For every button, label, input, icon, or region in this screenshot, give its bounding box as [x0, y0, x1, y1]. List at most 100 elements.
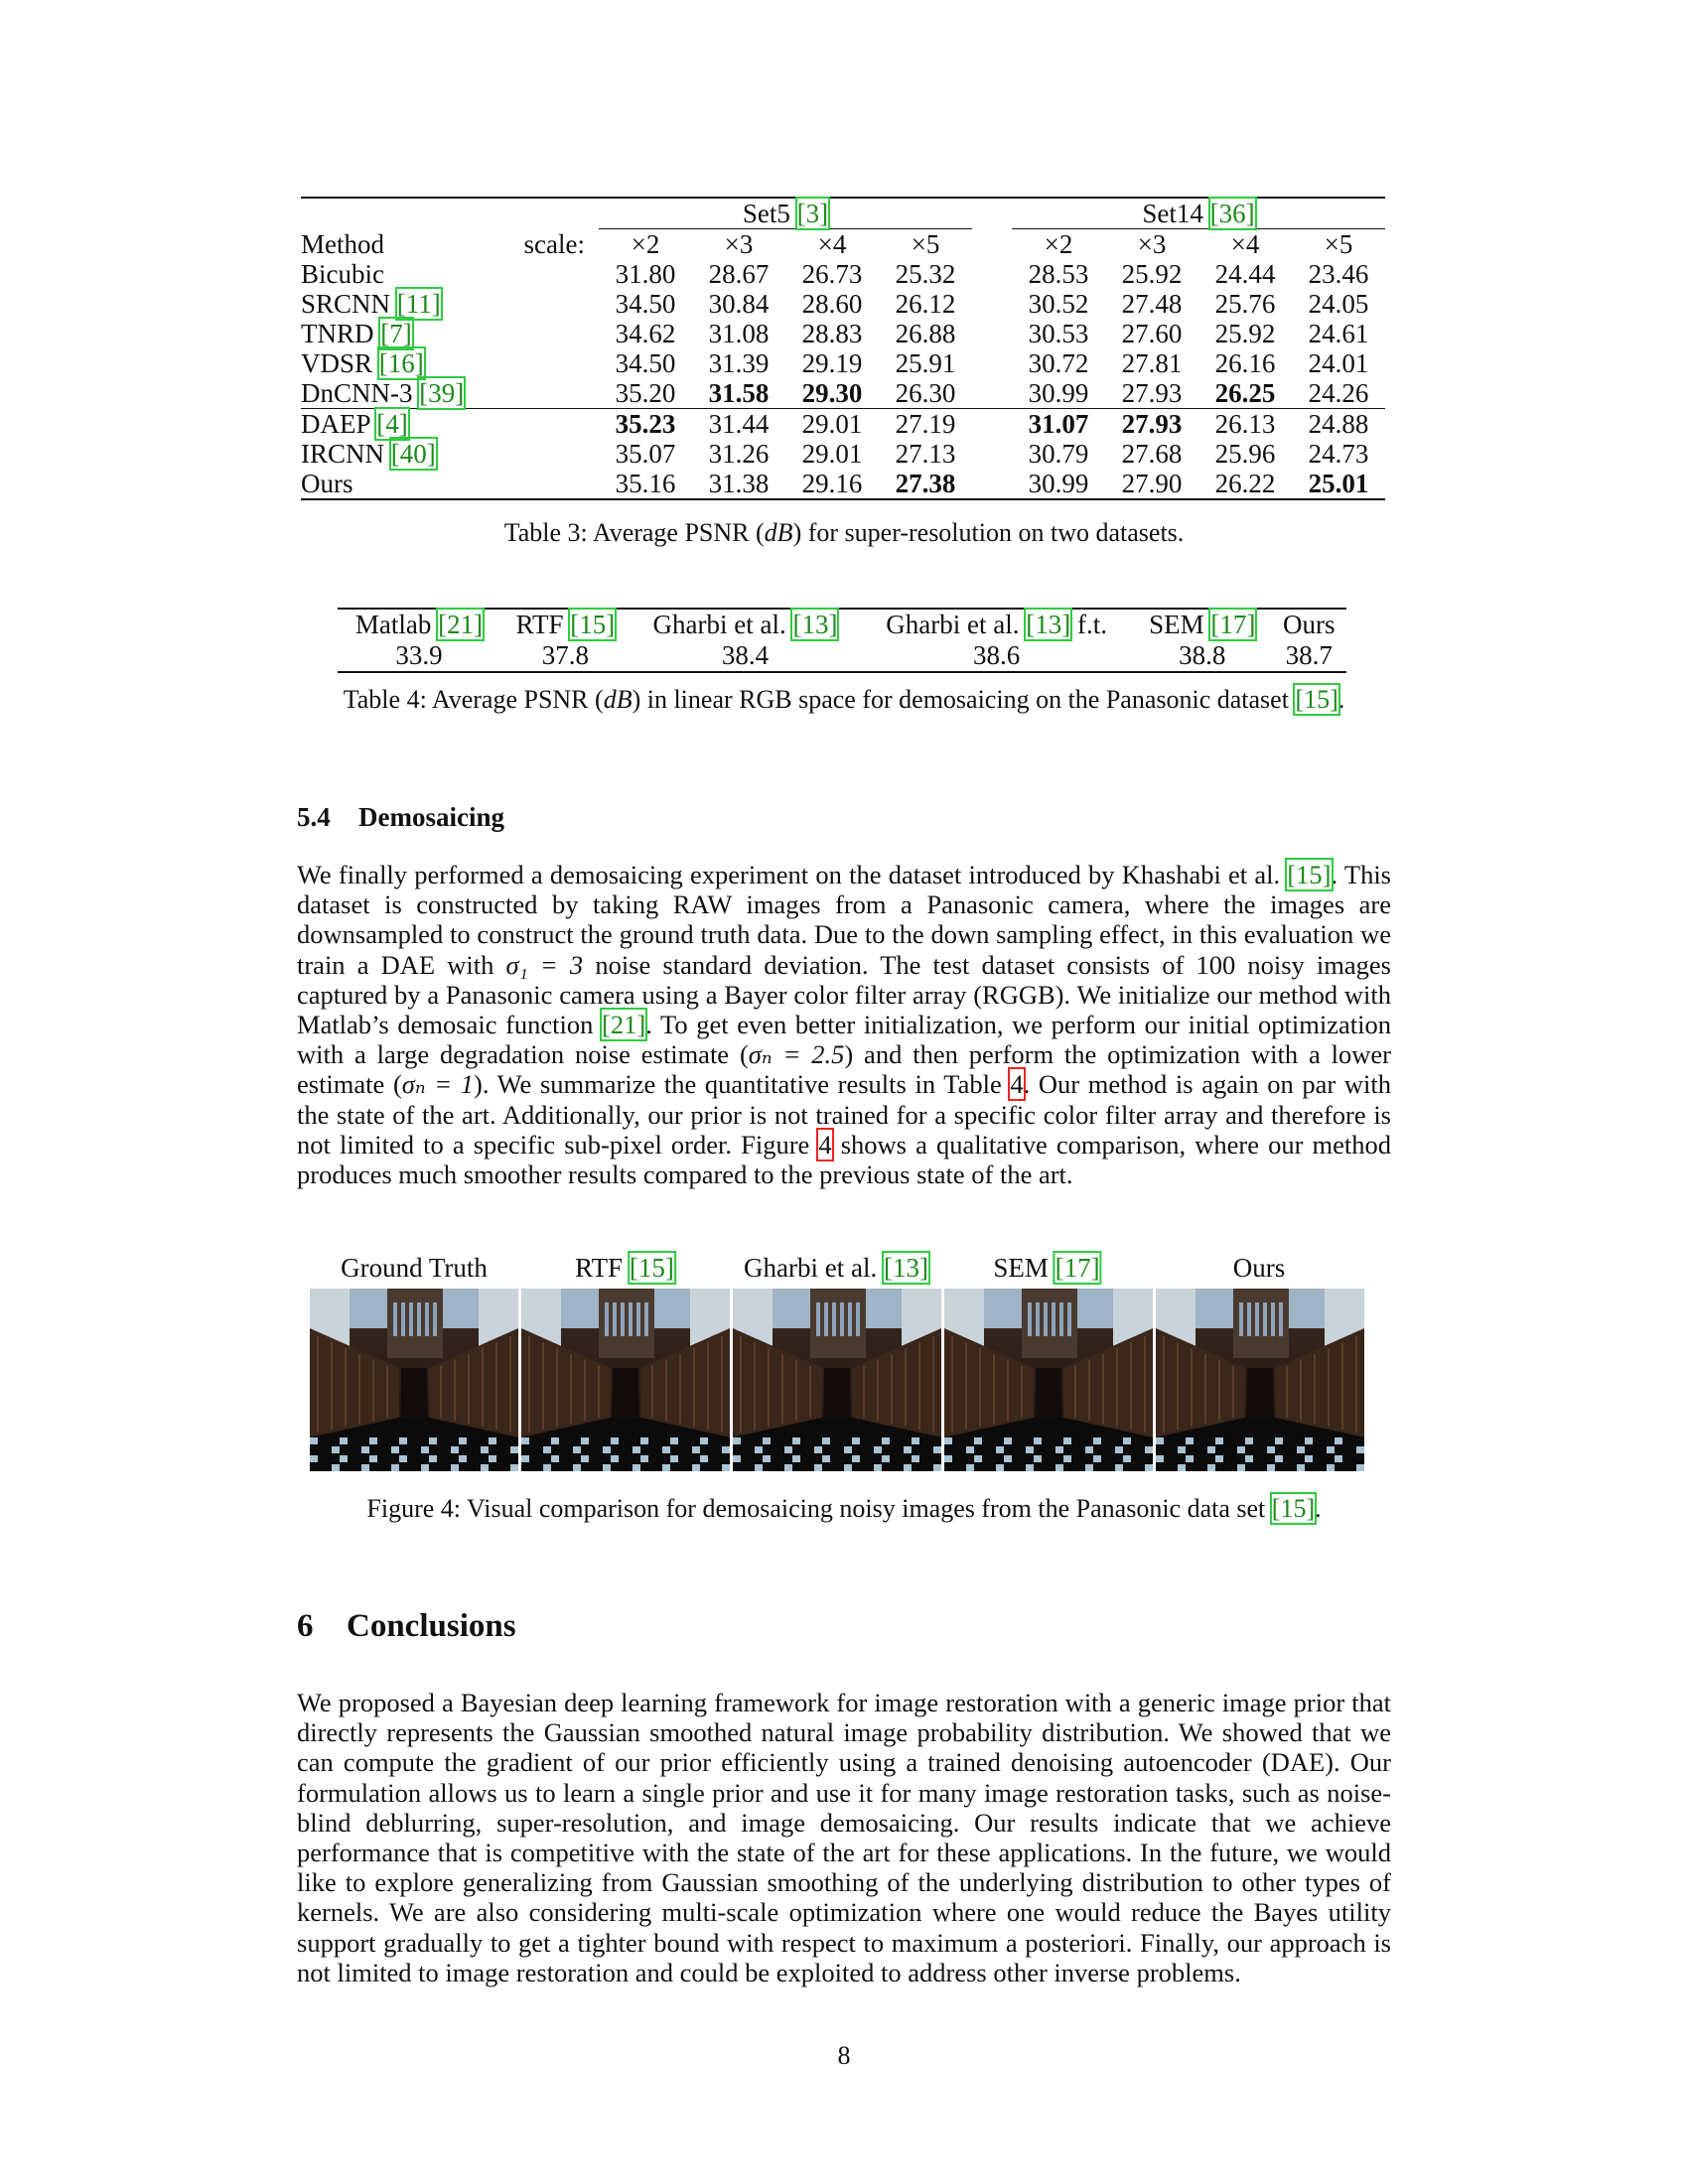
psnr-cell: 34.50: [599, 289, 692, 319]
table3-gap: [972, 469, 1012, 500]
caption-text: ) for super-resolution on two datasets.: [792, 518, 1185, 547]
figure4-caption-cite[interactable]: [15]: [1269, 1492, 1318, 1525]
section-6-heading: 6 Conclusions: [297, 1608, 516, 1645]
value: 24.05: [1308, 289, 1369, 319]
value: 25.92: [1121, 259, 1183, 289]
column-cite[interactable]: [21]: [436, 608, 486, 641]
set5-cite[interactable]: [3]: [794, 197, 831, 230]
column-cite[interactable]: [15]: [568, 608, 618, 641]
method-cite[interactable]: [4]: [374, 407, 410, 441]
best-value: 25.01: [1308, 469, 1369, 498]
table-row: VDSR [16] 34.50 31.39 29.19 25.91 30.72 27.81 2…: [301, 346, 1385, 380]
figure4-caption-pre: Figure 4: Visual comparison for demosaic…: [366, 1494, 1272, 1523]
figure4-label-name: Gharbi et al.: [744, 1253, 878, 1283]
section-title: Demosaicing: [358, 802, 504, 832]
demosaic-result-image: [310, 1289, 518, 1471]
table-4: Matlab [21] RTF [15] Gharbi et al. [13] Gha…: [338, 608, 1346, 673]
value: 27.48: [1121, 289, 1183, 319]
value: 24.61: [1308, 319, 1369, 348]
method-cite[interactable]: [7]: [378, 317, 414, 350]
column-cite[interactable]: [13]: [790, 608, 840, 641]
table3-corner: [301, 197, 490, 229]
method-label: Ours: [301, 469, 353, 498]
section-5-4-heading: 5.4 Demosaicing: [297, 802, 504, 833]
value: 26.88: [895, 319, 956, 348]
table-ref-link[interactable]: 4: [1008, 1067, 1026, 1102]
figure4-label-cite[interactable]: [15]: [627, 1251, 676, 1285]
table4-value-cell: 38.8: [1132, 640, 1272, 673]
psnr-cell: 24.26: [1292, 378, 1385, 409]
value: 31.08: [708, 319, 770, 348]
psnr-cell: 29.19: [785, 348, 879, 378]
page-number: 8: [837, 2041, 851, 2070]
figure-ref-link[interactable]: 4: [816, 1127, 834, 1161]
psnr-cell: 30.79: [1012, 439, 1105, 469]
figure4-label-cite[interactable]: [17]: [1053, 1251, 1102, 1285]
column-name: Matlab: [354, 610, 432, 639]
method-cite[interactable]: [39]: [417, 376, 467, 410]
table-row: Bicubic 31.80 28.67 26.73 25.32 28.53 25.92 24.…: [301, 259, 1385, 289]
psnr-cell: 26.25: [1198, 378, 1292, 409]
method-cite[interactable]: [11]: [394, 287, 443, 321]
column-cite[interactable]: [13]: [1024, 608, 1073, 641]
value: 26.16: [1214, 348, 1276, 378]
caption-unit: dB: [764, 518, 793, 547]
value: 28.67: [708, 259, 770, 289]
set14-cite[interactable]: [36]: [1207, 197, 1257, 230]
figure4-label-cite[interactable]: [13]: [881, 1251, 930, 1285]
psnr-cell: 25.76: [1198, 289, 1292, 319]
psnr-cell: 28.60: [785, 289, 879, 319]
psnr-cell: 24.73: [1292, 439, 1385, 469]
para1-cite[interactable]: [21]: [600, 1008, 648, 1042]
value: 25.92: [1214, 319, 1276, 348]
psnr-cell: 24.44: [1198, 259, 1292, 289]
method-cite[interactable]: [40]: [388, 437, 438, 471]
table-row: DAEP [4] 35.23 31.44 29.01 27.19 31.07 27.93 26…: [301, 407, 1385, 441]
value: 26.22: [1214, 469, 1276, 498]
psnr-cell: 25.32: [879, 259, 972, 289]
psnr-cell: 26.16: [1198, 348, 1292, 378]
table4-header-row: Matlab [21] RTF [15] Gharbi et al. [13] Gha…: [338, 608, 1346, 641]
method-label: TNRD: [301, 319, 374, 348]
value: 34.50: [615, 348, 676, 378]
scale-x2: ×2: [1044, 229, 1073, 259]
value: 25.32: [895, 259, 956, 289]
para1-math: σ₁ = 3: [505, 949, 584, 980]
table4-caption: Table 4: Average PSNR (dB) in linear RGB…: [0, 683, 1688, 716]
scale-header: scale:: [523, 228, 585, 259]
para1-text: shows a qualitative comparison, where ou…: [297, 1129, 1391, 1190]
figure4-label-name: Ground Truth: [341, 1253, 488, 1283]
psnr-cell: 25.92: [1105, 259, 1198, 289]
value: 31.44: [708, 409, 770, 439]
table3-caption: Table 3: Average PSNR (dB) for super-res…: [0, 518, 1688, 548]
scale-x3: ×3: [724, 229, 754, 259]
psnr-cell: 34.50: [599, 348, 692, 378]
psnr-cell: 30.53: [1012, 319, 1105, 348]
para1-cite[interactable]: [15]: [1285, 858, 1334, 891]
method-name: DnCNN-3 [39]: [301, 376, 599, 410]
value: 24.26: [1308, 378, 1369, 408]
figure4-caption: Figure 4: Visual comparison for demosaic…: [0, 1492, 1688, 1525]
value: 29.16: [801, 469, 863, 498]
table4-header-cell: SEM [17]: [1132, 608, 1272, 641]
value: 24.88: [1308, 409, 1369, 439]
value: 28.60: [801, 289, 863, 319]
table-row: Ours 35.16 31.38 29.16 27.38 30.99 27.90 26.22 2…: [301, 469, 1385, 500]
method-cite[interactable]: [16]: [376, 346, 426, 380]
column-cite[interactable]: [17]: [1208, 608, 1258, 641]
demosaic-result-image: [944, 1289, 1153, 1471]
value: 27.13: [895, 439, 956, 469]
table-row: DnCNN-3 [39] 35.20 31.58 29.30 26.30 30.99 27.…: [301, 376, 1385, 410]
method-name: TNRD [7]: [301, 317, 599, 350]
demosaic-result-image: [521, 1289, 730, 1471]
table4-header-cell: Matlab [21]: [338, 608, 501, 641]
best-value: 27.38: [895, 469, 956, 498]
column-name: Ours: [1282, 610, 1336, 639]
table4-caption-end: .: [1337, 685, 1345, 714]
table4-caption-cite[interactable]: [15]: [1293, 683, 1340, 716]
table4-value-cell: 38.7: [1271, 640, 1346, 673]
psnr-cell: 30.52: [1012, 289, 1105, 319]
value: 26.13: [1214, 409, 1276, 439]
psnr-cell: 29.16: [785, 469, 879, 500]
value: 31.39: [708, 348, 770, 378]
